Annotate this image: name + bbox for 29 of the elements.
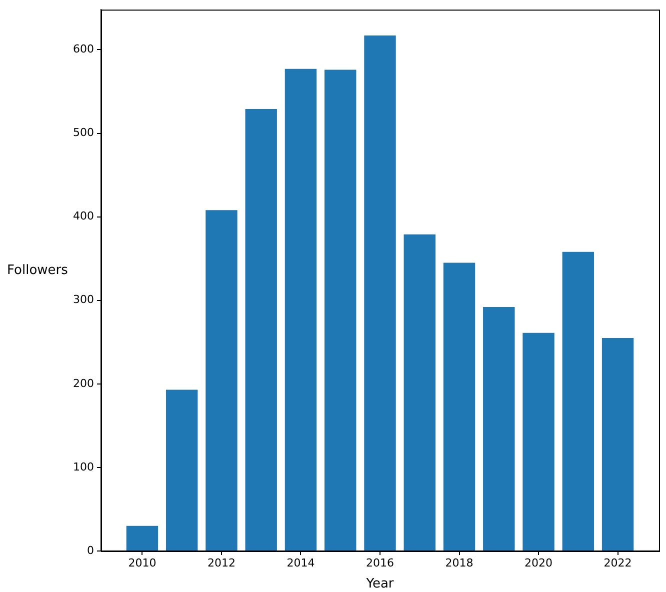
x-tick-label: 2012 (207, 556, 236, 570)
bar (166, 390, 198, 550)
x-tick-label: 2020 (524, 556, 553, 570)
y-tick-label: 200 (73, 376, 94, 390)
bar (245, 109, 277, 550)
bar (443, 262, 476, 550)
x-tick-label: 2014 (286, 556, 315, 570)
y-tick-label: 500 (73, 126, 94, 140)
y-tick-label: 600 (73, 42, 94, 56)
bar (284, 68, 317, 550)
bar (126, 526, 158, 550)
y-tick-label: 0 (87, 544, 94, 557)
y-tick-label: 400 (73, 210, 94, 223)
y-tick-label: 100 (73, 460, 94, 474)
y-axis-title: Followers (7, 263, 68, 278)
x-tick-label: 2010 (128, 556, 156, 570)
x-tick-label: 2022 (604, 556, 632, 570)
bar (206, 210, 238, 550)
bar (562, 252, 594, 550)
bar (602, 338, 634, 550)
x-tick-label: 2016 (366, 556, 394, 570)
bar (364, 36, 396, 550)
bar (324, 70, 356, 550)
bar (522, 332, 554, 550)
x-axis-title: Year (365, 576, 394, 592)
x-tick-label: 2018 (445, 556, 474, 570)
bar (404, 234, 436, 550)
y-tick-label: 300 (73, 293, 94, 306)
bar (483, 307, 515, 550)
